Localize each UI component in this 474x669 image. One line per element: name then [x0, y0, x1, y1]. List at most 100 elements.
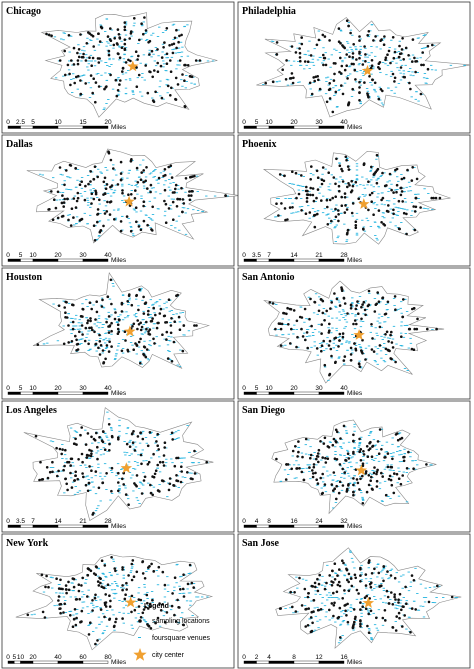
- venue: [62, 75, 65, 77]
- sampling-location: [76, 477, 79, 481]
- venue: [357, 449, 360, 451]
- sampling-location: [127, 193, 130, 196]
- sampling-location: [359, 608, 362, 611]
- sampling-location: [56, 474, 59, 478]
- venue: [111, 88, 115, 90]
- scale-segment: [268, 524, 295, 528]
- venue: [341, 309, 345, 311]
- sampling-location: [359, 580, 362, 583]
- sampling-location: [337, 345, 340, 348]
- venue: [97, 568, 100, 570]
- sampling-location: [337, 27, 341, 30]
- sampling-location: [358, 86, 361, 89]
- venue: [325, 611, 328, 613]
- venue: [126, 427, 130, 429]
- venue: [80, 60, 83, 62]
- venue: [102, 579, 105, 581]
- venue: [164, 210, 167, 212]
- venue: [69, 611, 72, 612]
- sampling-location: [84, 326, 88, 330]
- scale-label: 10: [17, 654, 25, 661]
- venue: [404, 201, 407, 203]
- venue: [121, 200, 124, 201]
- scale-label: 60: [79, 654, 87, 661]
- sampling-location: [126, 348, 129, 352]
- venue: [62, 39, 65, 41]
- venue: [58, 199, 62, 201]
- venue: [351, 456, 354, 458]
- sampling-location: [331, 443, 335, 447]
- venue: [390, 212, 394, 214]
- venue: [399, 79, 403, 81]
- sampling-location: [186, 582, 190, 586]
- venue: [303, 53, 306, 55]
- sampling-location: [178, 197, 182, 201]
- venue: [349, 551, 352, 553]
- venue: [63, 180, 66, 182]
- venue: [144, 40, 148, 41]
- scale-label: 40: [340, 385, 348, 392]
- sampling-location: [151, 493, 154, 497]
- venue: [399, 602, 402, 604]
- venue: [330, 208, 333, 210]
- venue: [380, 571, 383, 573]
- sampling-location: [370, 165, 373, 169]
- sampling-location: [95, 431, 98, 435]
- venue: [351, 58, 354, 60]
- sampling-location: [337, 213, 340, 216]
- venue: [110, 429, 113, 431]
- venue: [377, 193, 380, 195]
- venue: [71, 590, 75, 591]
- sampling-location: [178, 34, 181, 38]
- sampling-location: [41, 610, 45, 614]
- venue: [94, 225, 97, 227]
- venue: [181, 592, 184, 594]
- venue: [122, 574, 125, 576]
- venue: [334, 178, 338, 180]
- sampling-location: [161, 570, 165, 574]
- venue: [75, 325, 78, 327]
- venue: [401, 208, 405, 210]
- venue: [330, 597, 333, 598]
- venue: [165, 57, 168, 59]
- venue: [372, 572, 375, 574]
- venue: [85, 337, 88, 338]
- venue: [403, 198, 407, 199]
- scale-label: 14: [290, 252, 298, 259]
- sampling-location: [121, 477, 124, 481]
- venue: [364, 300, 367, 302]
- venue: [135, 497, 138, 499]
- sampling-location: [409, 631, 412, 634]
- sampling-location: [74, 206, 78, 209]
- sampling-location: [311, 621, 314, 625]
- sampling-location: [317, 78, 320, 82]
- sampling-location: [64, 588, 68, 591]
- venue: [359, 320, 363, 322]
- venue: [132, 490, 135, 492]
- sampling-location: [414, 205, 418, 209]
- venue: [365, 53, 369, 55]
- sampling-location: [316, 188, 320, 191]
- sampling-location: [271, 302, 275, 305]
- city-boundary: [262, 150, 451, 245]
- sampling-location: [323, 363, 327, 367]
- venue: [374, 444, 377, 446]
- sampling-location: [352, 477, 355, 480]
- sampling-location: [374, 35, 377, 38]
- scale-segment: [243, 524, 257, 528]
- sampling-location: [92, 197, 96, 201]
- venue: [338, 89, 341, 90]
- venue: [184, 212, 187, 214]
- sampling-location: [384, 347, 388, 351]
- scale-label: 21: [315, 252, 323, 259]
- venue: [98, 623, 101, 625]
- scale-label: 10: [29, 385, 37, 392]
- sampling-location: [346, 185, 349, 189]
- sampling-location: [335, 484, 338, 488]
- venue: [86, 333, 89, 335]
- venue: [414, 193, 417, 195]
- venue: [339, 624, 342, 626]
- sampling-location: [87, 633, 91, 636]
- sampling-location: [403, 455, 406, 459]
- legend-dot: [138, 619, 142, 623]
